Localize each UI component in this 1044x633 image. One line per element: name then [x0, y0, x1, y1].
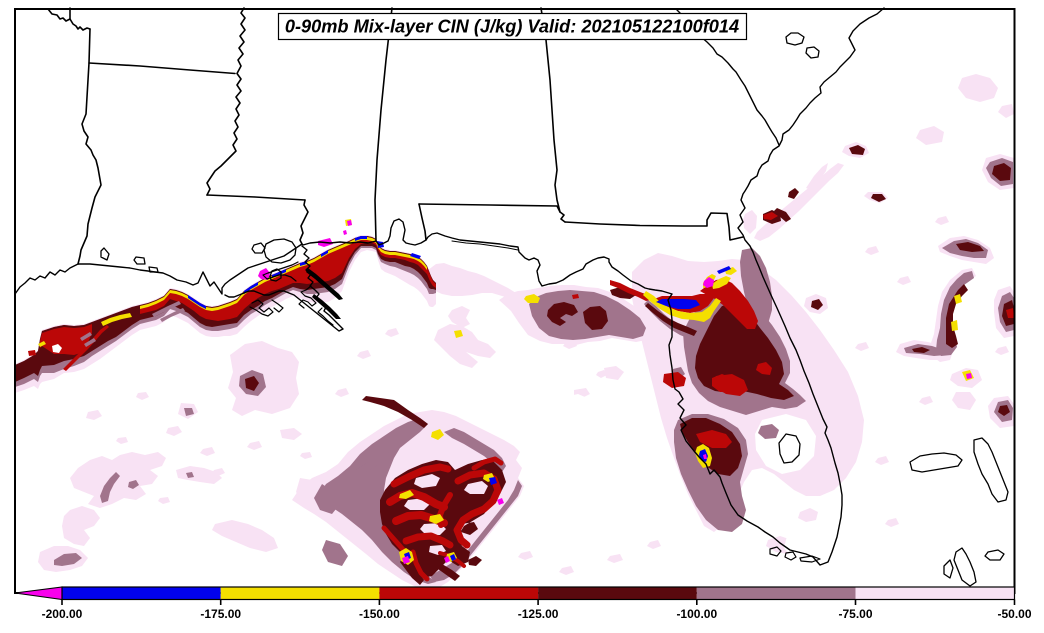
svg-text:-50.00: -50.00	[997, 607, 1031, 621]
svg-text:-150.00: -150.00	[359, 607, 400, 621]
svg-text:-100.00: -100.00	[676, 607, 717, 621]
svg-text:-125.00: -125.00	[518, 607, 559, 621]
svg-text:-175.00: -175.00	[200, 607, 241, 621]
svg-text:0-90mb Mix-layer CIN (J/kg) Va: 0-90mb Mix-layer CIN (J/kg) Valid: 20210…	[285, 17, 739, 37]
svg-text:-75.00: -75.00	[838, 607, 872, 621]
svg-text:-200.00: -200.00	[42, 607, 83, 621]
